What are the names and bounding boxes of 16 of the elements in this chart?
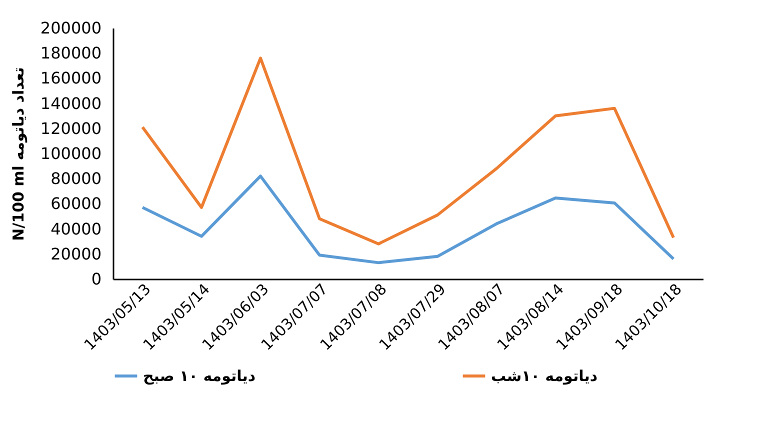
y-tick-label: 200000 xyxy=(40,18,102,38)
legend-label: دیاتومه ۱۰ صبح xyxy=(143,367,256,385)
y-tick-label: 140000 xyxy=(40,94,102,113)
y-tick-label: 40000 xyxy=(50,219,102,238)
y-axis-title: N/100 ml تعداد دیاتومه xyxy=(9,67,28,241)
y-tick-label: 120000 xyxy=(40,118,102,138)
legend-label: دیاتومه ۱۰شب xyxy=(491,367,598,385)
y-tick-label: 100000 xyxy=(40,144,102,163)
y-tick-label: 180000 xyxy=(40,44,102,63)
y-tick-label: 80000 xyxy=(50,169,102,188)
line-series xyxy=(141,174,675,264)
y-tick-label: 0 xyxy=(91,270,102,288)
y-tick-label: 160000 xyxy=(40,68,102,88)
line-series xyxy=(141,56,675,246)
y-tick-label: 20000 xyxy=(50,244,102,264)
y-tick-label: 60000 xyxy=(50,194,102,214)
